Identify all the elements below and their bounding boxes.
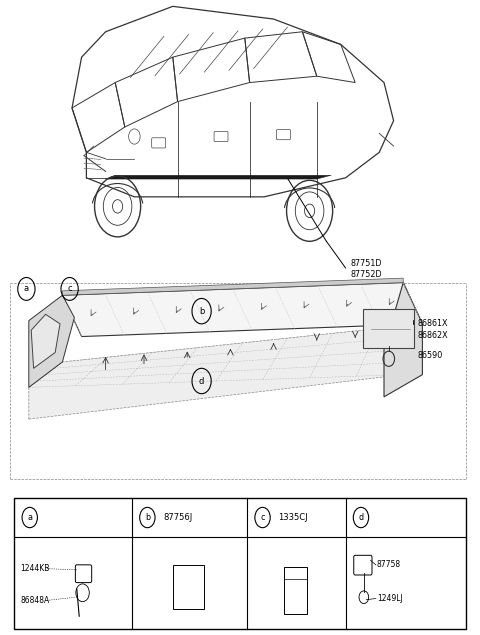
Text: d: d	[359, 513, 363, 522]
FancyBboxPatch shape	[363, 309, 414, 348]
Text: 87752D: 87752D	[350, 270, 382, 279]
Text: b: b	[145, 513, 150, 522]
Text: 86590: 86590	[418, 351, 443, 360]
Polygon shape	[29, 324, 422, 419]
Text: 86848A: 86848A	[20, 596, 49, 605]
Text: 1249LJ: 1249LJ	[377, 594, 403, 603]
Text: 1335CJ: 1335CJ	[278, 513, 308, 522]
Text: c: c	[260, 513, 265, 522]
Text: d: d	[199, 377, 204, 385]
Text: a: a	[24, 284, 29, 293]
Polygon shape	[106, 175, 331, 179]
Polygon shape	[62, 278, 403, 295]
Text: c: c	[67, 284, 72, 293]
Text: 87751D: 87751D	[350, 259, 382, 268]
Text: 1244KB: 1244KB	[20, 564, 49, 573]
Text: 87758: 87758	[377, 560, 401, 570]
Text: 87756J: 87756J	[163, 513, 192, 522]
Text: b: b	[199, 307, 204, 316]
Text: 86862X: 86862X	[418, 331, 448, 340]
Text: a: a	[27, 513, 32, 522]
Polygon shape	[384, 283, 422, 397]
Polygon shape	[29, 295, 74, 387]
Text: 86861X: 86861X	[418, 319, 448, 328]
Polygon shape	[62, 283, 422, 337]
Polygon shape	[31, 314, 60, 368]
Bar	[14, 498, 466, 629]
